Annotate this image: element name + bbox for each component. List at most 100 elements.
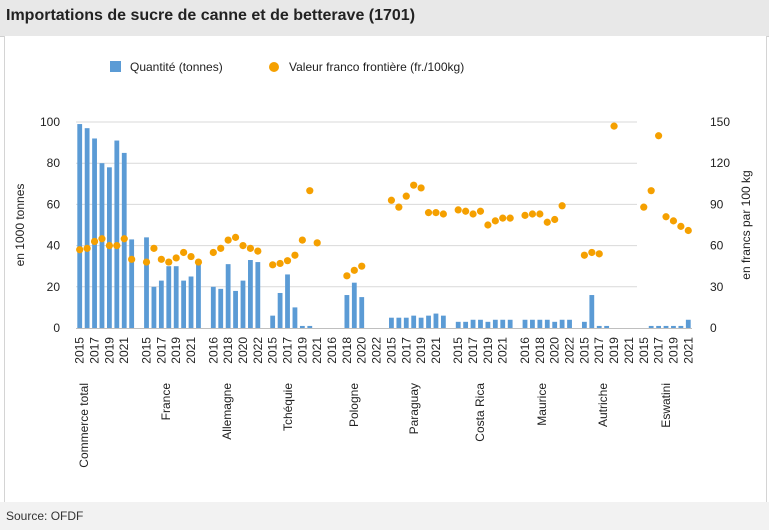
bar <box>92 138 97 328</box>
x-tick-year: 2016 <box>206 337 220 364</box>
bar <box>196 264 201 328</box>
x-tick-year: 2017 <box>88 337 102 364</box>
value-dot <box>120 235 128 243</box>
bar <box>537 319 543 328</box>
x-tick-year: 2021 <box>184 337 198 364</box>
value-dot <box>558 202 566 210</box>
x-tick-year: 2018 <box>340 337 354 364</box>
value-dot <box>395 203 403 211</box>
x-tick-year: 2015 <box>73 337 87 364</box>
value-dot <box>528 210 537 218</box>
x-tick-year: 2015 <box>577 337 591 364</box>
group-label: Maurice <box>535 383 549 426</box>
bar <box>344 295 350 328</box>
title-bar: Importations de sucre de canne et de bet… <box>0 0 769 37</box>
value-dot <box>142 258 151 266</box>
bar <box>307 325 313 328</box>
chart-title: Importations de sucre de canne et de bet… <box>6 7 416 24</box>
bar <box>299 325 305 328</box>
bar <box>522 319 528 328</box>
legend-bar-swatch <box>110 61 121 72</box>
value-dot <box>462 207 470 215</box>
bar <box>604 325 610 328</box>
group-label: Paraguay <box>407 383 421 434</box>
bar <box>233 290 238 328</box>
bar <box>114 140 120 328</box>
group-label: Costa Rica <box>473 383 487 442</box>
bar <box>151 286 157 328</box>
x-tick-year: 2017 <box>281 337 295 364</box>
value-dot <box>113 242 121 250</box>
bar <box>678 325 684 328</box>
footer: Source: OFDF <box>0 502 769 530</box>
bar <box>411 315 417 328</box>
bar <box>173 266 179 328</box>
y-tick-right: 30 <box>710 280 724 294</box>
x-tick-year: 2018 <box>533 337 547 364</box>
bar <box>485 321 491 328</box>
value-dot <box>647 187 655 195</box>
y-axis-title-right: en francs par 100 kg <box>739 170 753 279</box>
value-dot <box>231 233 240 241</box>
value-dot <box>640 203 648 211</box>
value-dot <box>684 226 692 235</box>
x-tick-year: 2021 <box>681 337 695 364</box>
group-label: Tchéquie <box>281 383 295 431</box>
value-dot <box>506 214 514 222</box>
value-dot <box>269 261 277 269</box>
x-tick-year: 2017 <box>466 337 480 364</box>
value-dot <box>417 184 425 192</box>
bar <box>158 280 164 328</box>
x-tick-year: 2021 <box>429 337 443 364</box>
bar <box>389 317 394 328</box>
bar <box>218 288 224 328</box>
bar <box>396 317 402 328</box>
bar <box>589 295 595 328</box>
value-dot <box>677 222 685 230</box>
value-dot <box>150 244 158 252</box>
value-dot <box>306 187 314 195</box>
x-tick-year: 2021 <box>117 337 131 364</box>
value-dot <box>610 122 618 130</box>
value-dot <box>194 258 203 266</box>
x-tick-year: 2015 <box>140 337 154 364</box>
y-tick-right: 120 <box>710 156 730 170</box>
x-tick-year: 2018 <box>221 337 235 364</box>
group-label: France <box>159 383 173 421</box>
x-tick-year: 2021 <box>496 337 510 364</box>
bar <box>596 325 602 328</box>
x-tick-year: 2020 <box>548 337 562 364</box>
x-tick-year: 2019 <box>666 337 680 364</box>
bar <box>277 292 283 328</box>
value-dot <box>432 209 440 217</box>
bar <box>188 276 194 328</box>
value-dot <box>669 217 678 225</box>
bar <box>181 280 187 328</box>
bar <box>351 282 357 328</box>
value-dot <box>439 210 447 218</box>
x-tick-year: 2019 <box>169 337 183 364</box>
bar <box>663 325 669 328</box>
bar <box>255 262 261 328</box>
value-dot <box>105 242 113 250</box>
x-tick-year: 2021 <box>622 337 636 364</box>
value-dot <box>454 206 462 214</box>
x-tick-year: 2022 <box>251 337 265 364</box>
x-tick-year: 2021 <box>310 337 324 364</box>
x-tick-year: 2019 <box>295 337 309 364</box>
bar <box>559 319 565 328</box>
value-dot <box>313 239 321 247</box>
value-dot <box>76 246 84 254</box>
bar <box>440 315 446 328</box>
bar <box>567 319 572 328</box>
bar <box>210 286 216 328</box>
y-tick-left: 0 <box>53 321 60 335</box>
group-label: Allemagne <box>220 383 234 440</box>
value-dot <box>469 210 477 218</box>
bar <box>129 239 135 328</box>
value-dot <box>217 244 225 252</box>
x-tick-year: 2020 <box>236 337 250 364</box>
value-dot <box>410 181 418 189</box>
value-dot <box>157 255 165 263</box>
